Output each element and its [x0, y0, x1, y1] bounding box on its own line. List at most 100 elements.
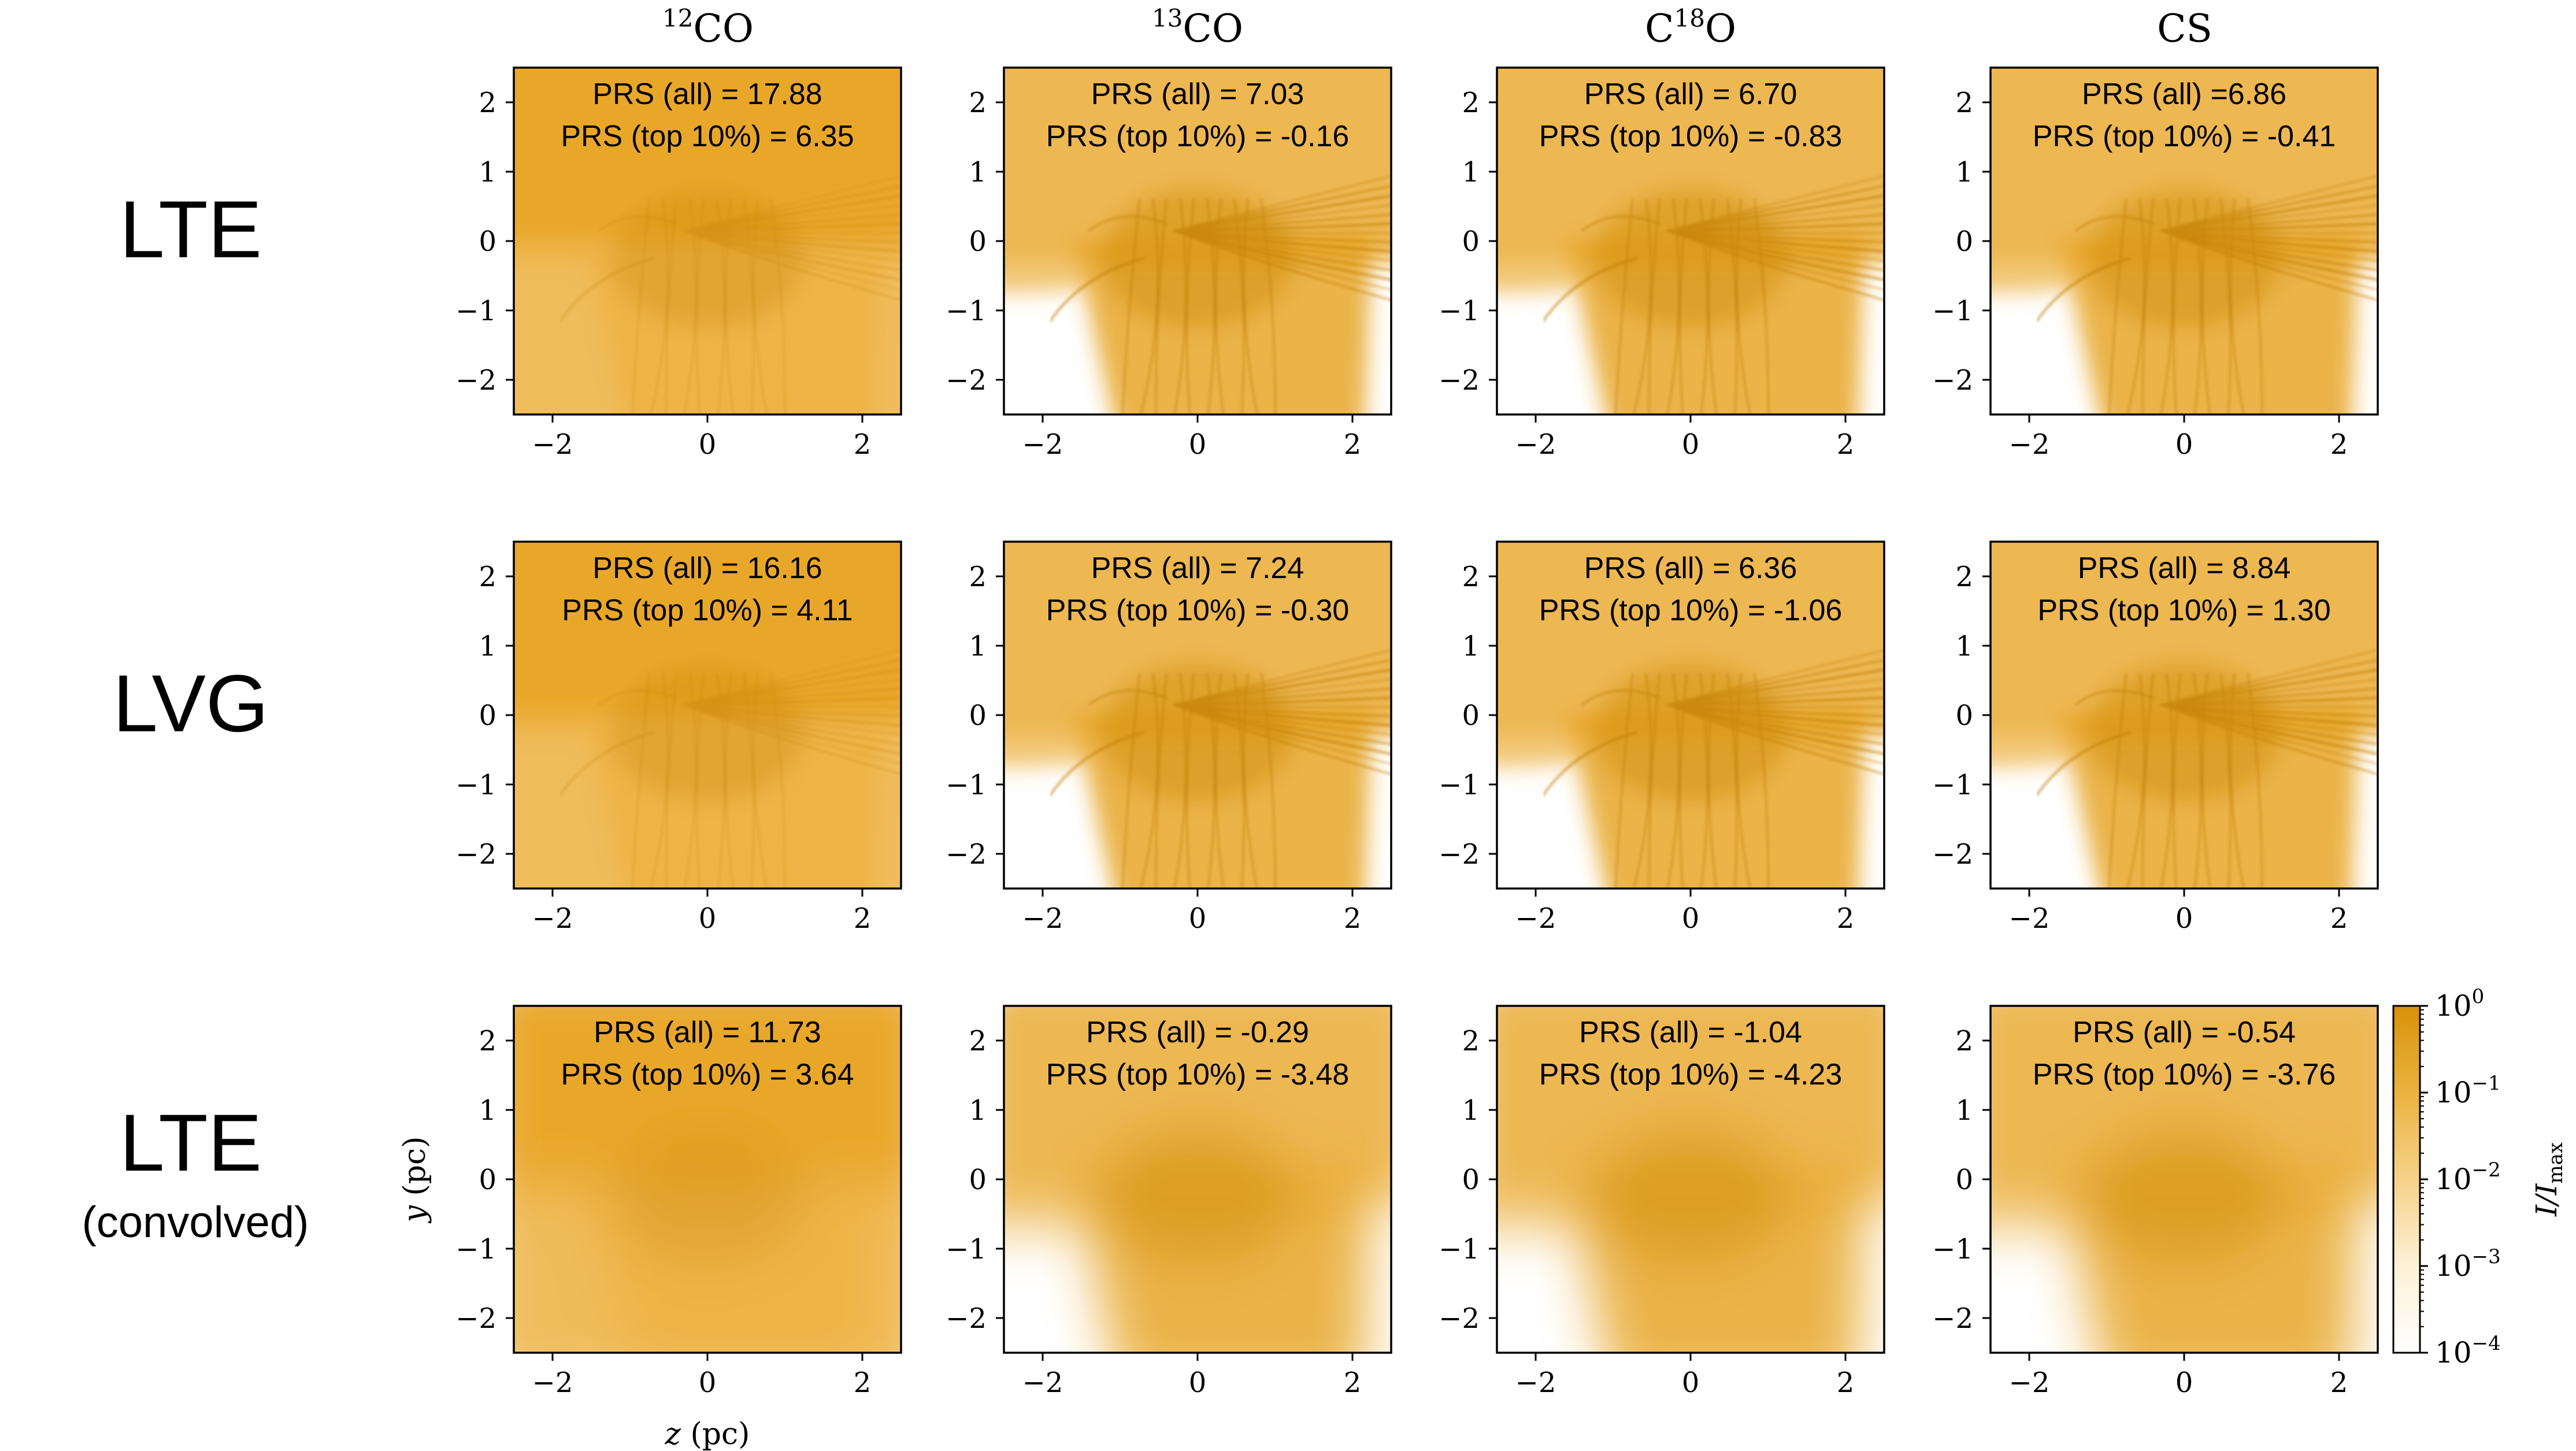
x-tick-label: 0: [1682, 902, 1700, 935]
y-tick-label: 0: [1462, 699, 1480, 732]
prs-top-label: PRS (top 10%) = 6.35: [561, 120, 854, 153]
x-tick-label: 2: [2330, 902, 2348, 935]
y-tick-label: −2: [946, 364, 987, 397]
y-tick-label: −2: [1932, 1302, 1973, 1335]
prs-all-label: PRS (all) = 6.70: [1584, 77, 1797, 111]
colorbar-tick-label: 10−1: [2435, 1072, 2501, 1109]
x-tick-label: −2: [1515, 428, 1556, 461]
y-tick-label: −1: [946, 769, 987, 801]
x-tick-label: −2: [2009, 1367, 2050, 1399]
colorbar-gradient: [2393, 1006, 2420, 1353]
y-tick-label: 2: [1462, 87, 1480, 119]
y-tick-label: −1: [946, 1233, 987, 1265]
x-tick-label: 2: [1344, 1367, 1362, 1399]
x-tick-label: 0: [699, 428, 717, 461]
y-tick-label: −1: [455, 295, 496, 327]
y-tick-label: −1: [1439, 1233, 1480, 1265]
y-tick-label: −2: [1439, 838, 1480, 871]
panel-2-4: −2 0 2 2 1 0 −1 −2 PRS (all) = 8.84 PRS (top 10%)…: [1932, 541, 2379, 935]
x-tick-label: −2: [2009, 902, 2050, 935]
y-tick-label: 0: [969, 1164, 987, 1196]
intensity-map: [514, 1006, 901, 1353]
y-tick-label: −1: [1439, 295, 1480, 327]
x-tick-label: 0: [2175, 1367, 2193, 1399]
x-tick-label: 0: [699, 1367, 717, 1399]
y-tick-label: 2: [1955, 561, 1973, 593]
y-tick-label: 0: [969, 699, 987, 732]
row-label: LTE: [120, 1097, 262, 1188]
y-tick-label: 1: [1462, 630, 1480, 662]
intensity-map: [1991, 1006, 2378, 1353]
intensity-map: [514, 68, 901, 414]
panel-3-3: −2 0 2 2 1 0 −1 −2 PRS (all) = -1.04 PRS (top 10%…: [1439, 1005, 1885, 1399]
prs-top-label: PRS (top 10%) = -0.16: [1046, 120, 1350, 153]
x-tick-label: 2: [1837, 428, 1855, 461]
intensity-map: [1497, 542, 1884, 889]
x-tick-label: 0: [1682, 1367, 1700, 1399]
x-tick-label: −2: [532, 1367, 573, 1399]
prs-all-label: PRS (all) = 7.24: [1091, 551, 1304, 585]
y-tick-label: −1: [1932, 295, 1973, 327]
prs-top-label: PRS (top 10%) = -0.30: [1046, 594, 1350, 627]
prs-all-label: PRS (all) = -1.04: [1579, 1016, 1802, 1049]
prs-all-label: PRS (all) = 7.03: [1091, 77, 1304, 111]
y-tick-label: −2: [1932, 838, 1973, 871]
prs-all-label: PRS (all) = 16.16: [592, 551, 822, 585]
prs-top-label: PRS (top 10%) = -3.76: [2033, 1058, 2336, 1091]
panel-1-2: −2 0 2 2 1 0 −1 −2 PRS (all) = 7.03 PRS (top 10%)…: [946, 66, 1392, 461]
x-tick-label: 0: [1189, 428, 1207, 461]
y-tick-label: −2: [455, 838, 496, 871]
y-tick-label: −2: [1932, 364, 1973, 397]
intensity-map: [1991, 68, 2378, 414]
colorbar-label: I/Imax: [2530, 1142, 2567, 1217]
x-tick-label: −2: [1515, 902, 1556, 935]
panel-3-2: −2 0 2 2 1 0 −1 −2 PRS (all) = -0.29 PRS (top 10%…: [946, 1005, 1392, 1399]
colorbar-tick-label: 10−3: [2435, 1245, 2501, 1283]
prs-top-label: PRS (top 10%) = -3.48: [1046, 1058, 1350, 1091]
row-label: LVG: [113, 658, 269, 749]
y-tick-label: −2: [455, 364, 496, 397]
y-tick-label: 2: [1462, 561, 1480, 593]
y-tick-label: 2: [1955, 1025, 1973, 1057]
y-tick-label: 2: [1955, 87, 1973, 119]
y-tick-label: 2: [969, 87, 987, 119]
y-tick-label: 1: [1955, 1094, 1973, 1127]
y-tick-label: 0: [479, 225, 496, 258]
y-tick-label: 0: [1462, 225, 1480, 258]
intensity-map: [1004, 1006, 1391, 1353]
y-tick-label: −1: [946, 295, 987, 327]
column-title: CS: [2157, 6, 2212, 51]
y-tick-label: −1: [455, 1233, 496, 1265]
colorbar-tick-label: 10−4: [2435, 1332, 2501, 1369]
intensity-map: [1497, 1006, 1884, 1353]
x-tick-label: 0: [1189, 902, 1207, 935]
y-tick-label: 0: [1955, 1164, 1973, 1196]
prs-top-label: PRS (top 10%) = -1.06: [1539, 594, 1843, 627]
x-tick-label: 2: [854, 1367, 872, 1399]
y-tick-label: −2: [946, 1302, 987, 1335]
panel-1-4: −2 0 2 2 1 0 −1 −2 PRS (all) =6.86 PRS (top 10%) …: [1932, 66, 2379, 461]
x-tick-label: 0: [699, 902, 717, 935]
prs-all-label: PRS (all) = 17.88: [592, 77, 822, 111]
row-sublabel: (convolved): [82, 1198, 309, 1247]
row-label: LTE: [120, 184, 262, 275]
x-tick-label: 0: [2175, 428, 2193, 461]
panel-1-1: −2 0 2 2 1 0 −1 −2 PRS (all) = 17.88 PRS (top 10%…: [455, 66, 902, 461]
x-tick-label: −2: [532, 428, 573, 461]
prs-all-label: PRS (all) = -0.54: [2073, 1016, 2296, 1049]
x-tick-label: 2: [1344, 902, 1362, 935]
y-tick-label: 1: [1462, 1094, 1480, 1127]
prs-top-label: PRS (top 10%) = -0.41: [2033, 120, 2336, 153]
x-axis-label: z (pc): [665, 1417, 750, 1451]
y-tick-label: 2: [479, 1025, 496, 1057]
intensity-map: [1004, 68, 1391, 414]
x-tick-label: −2: [532, 902, 573, 935]
y-tick-label: 0: [1955, 225, 1973, 258]
x-tick-label: −2: [1022, 902, 1063, 935]
intensity-map: [514, 542, 901, 889]
x-tick-label: −2: [1515, 1367, 1556, 1399]
prs-top-label: PRS (top 10%) = 4.11: [562, 594, 853, 627]
panel-2-1: −2 0 2 2 1 0 −1 −2 PRS (all) = 16.16 PRS (top 10%…: [455, 541, 902, 935]
column-title: 13CO: [1152, 4, 1243, 51]
